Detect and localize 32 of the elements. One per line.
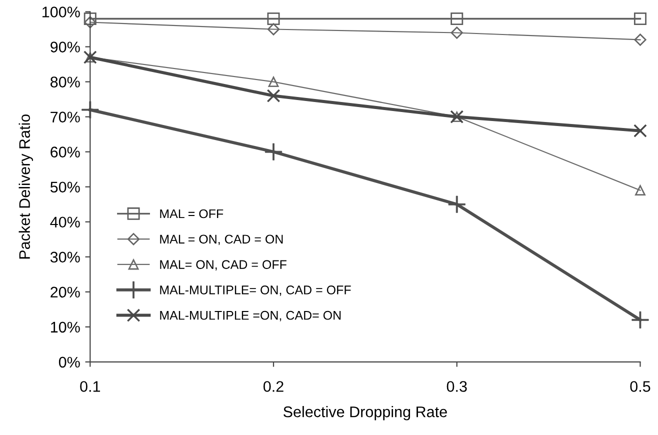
x-axis-title: Selective Dropping Rate bbox=[284, 406, 447, 420]
point bbox=[635, 185, 646, 196]
x-tick-label: 0.1 bbox=[80, 381, 100, 392]
y-tick-label: 100% bbox=[42, 6, 80, 18]
legend-label: MAL-MULTIPLE =ON, CAD= ON bbox=[160, 310, 341, 322]
y-tick-label: 60% bbox=[50, 146, 80, 158]
point bbox=[267, 23, 280, 36]
point bbox=[450, 26, 463, 39]
x-tick-label: 0.2 bbox=[263, 381, 284, 392]
point bbox=[268, 76, 279, 87]
y-tick-label: 10% bbox=[51, 322, 80, 333]
legend-label: MAL = OFF bbox=[160, 209, 224, 218]
point bbox=[450, 12, 464, 25]
x-tick-label: 0.5 bbox=[630, 381, 650, 392]
legend-label: MAL= ON, CAD = OFF bbox=[160, 260, 286, 270]
point bbox=[84, 12, 96, 25]
y-tick-label: 40% bbox=[50, 216, 80, 228]
legend-label: MAL-MULTIPLE= ON, CAD = OFF bbox=[160, 286, 351, 296]
point bbox=[267, 12, 280, 25]
y-tick-label: 20% bbox=[50, 286, 80, 298]
y-tick-label: 30% bbox=[50, 252, 80, 263]
legend-label: MAL = ON, CAD = ON bbox=[160, 234, 283, 246]
y-tick-label: 90% bbox=[50, 42, 80, 52]
point bbox=[84, 16, 96, 28]
point bbox=[634, 34, 646, 46]
y-tick-label: 80% bbox=[50, 76, 80, 88]
y-tick-label: 50% bbox=[50, 182, 80, 193]
y-axis-title: Packet Delivery Ratio bbox=[18, 114, 34, 259]
x-tick-label: 0.3 bbox=[446, 381, 467, 392]
point bbox=[634, 12, 646, 25]
y-tick-label: 70% bbox=[50, 112, 80, 122]
y-tick-label: 0% bbox=[58, 356, 80, 368]
